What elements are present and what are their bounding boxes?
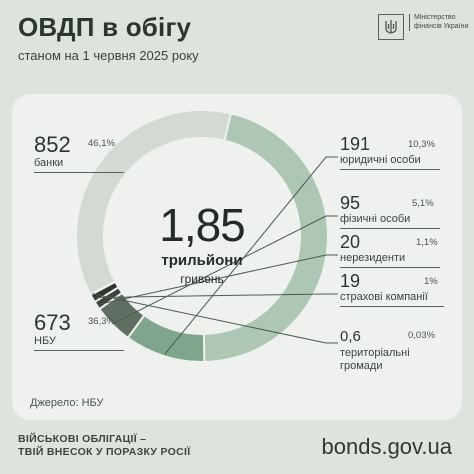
- value-label: 852: [34, 132, 71, 157]
- category-label: нерезиденти: [340, 252, 440, 268]
- leader-line-communities: [92, 293, 338, 344]
- slice-nbu: [75, 109, 233, 296]
- total-currency: гривень: [180, 272, 224, 286]
- value-label: 0,6: [340, 328, 361, 345]
- category-label: фізичні особи: [340, 213, 440, 229]
- label-nbu: 673 36,3% НБУ: [34, 311, 124, 351]
- label-individuals: 95 5,1% фізичні особи: [340, 193, 440, 229]
- leader-line-legal-entities: [164, 156, 338, 355]
- value-label: 191: [340, 134, 371, 154]
- label-legal-entities: 191 10,3% юридичні особи: [340, 134, 440, 170]
- category-label: страхові компанії: [340, 291, 444, 307]
- percent-label: 36,3%: [88, 316, 115, 327]
- source-note: Джерело: НБУ: [30, 397, 104, 409]
- trident-icon: [378, 14, 404, 40]
- label-banks: 852 46,1% банки: [34, 133, 124, 173]
- slogan-line-2: ТВІЙ ВНЕСОК У ПОРАЗКУ РОСІЇ: [18, 446, 191, 458]
- value-label: 673: [34, 310, 71, 335]
- slogan: ВІЙСЬКОВІ ОБЛІГАЦІЇ – ТВІЙ ВНЕСОК У ПОРА…: [18, 433, 190, 459]
- value-label: 95: [340, 193, 361, 213]
- leader-line-insurance: [94, 293, 338, 298]
- category-label: НБУ: [34, 335, 124, 351]
- ministry-logo: Міністерство фінансів України: [378, 14, 474, 40]
- percent-label: 1%: [424, 276, 438, 287]
- percent-label: 1,1%: [416, 237, 438, 248]
- label-nonresidents: 20 1,1% нерезиденти: [340, 232, 440, 268]
- total-value: 1,85: [159, 199, 246, 251]
- percent-label: 10,3%: [408, 139, 435, 150]
- value-label: 20: [340, 232, 361, 252]
- percent-label: 46,1%: [88, 138, 115, 149]
- slogan-line-1: ВІЙСЬКОВІ ОБЛІГАЦІЇ –: [18, 433, 147, 445]
- leader-line-nonresidents: [98, 254, 338, 305]
- site-link[interactable]: bonds.gov.ua: [321, 434, 452, 459]
- category-label: територіальні громади: [340, 347, 410, 372]
- category-label: юридичні особи: [340, 154, 440, 170]
- label-insurance: 19 1% страхові компанії: [340, 271, 444, 307]
- value-label: 19: [340, 271, 361, 291]
- percent-label: 5,1%: [412, 198, 434, 209]
- total-unit: трильйони: [161, 252, 243, 269]
- page-title: ОВДП в обігу: [18, 12, 192, 42]
- percent-label: 0,03%: [408, 330, 435, 341]
- page-subtitle: станом на 1 червня 2025 року: [18, 48, 199, 63]
- leader-line-individuals: [113, 215, 338, 324]
- label-communities: 0,6 0,03% територіальні громади: [340, 327, 440, 373]
- ministry-name: Міністерство фінансів України: [409, 14, 474, 31]
- category-label: банки: [34, 157, 124, 173]
